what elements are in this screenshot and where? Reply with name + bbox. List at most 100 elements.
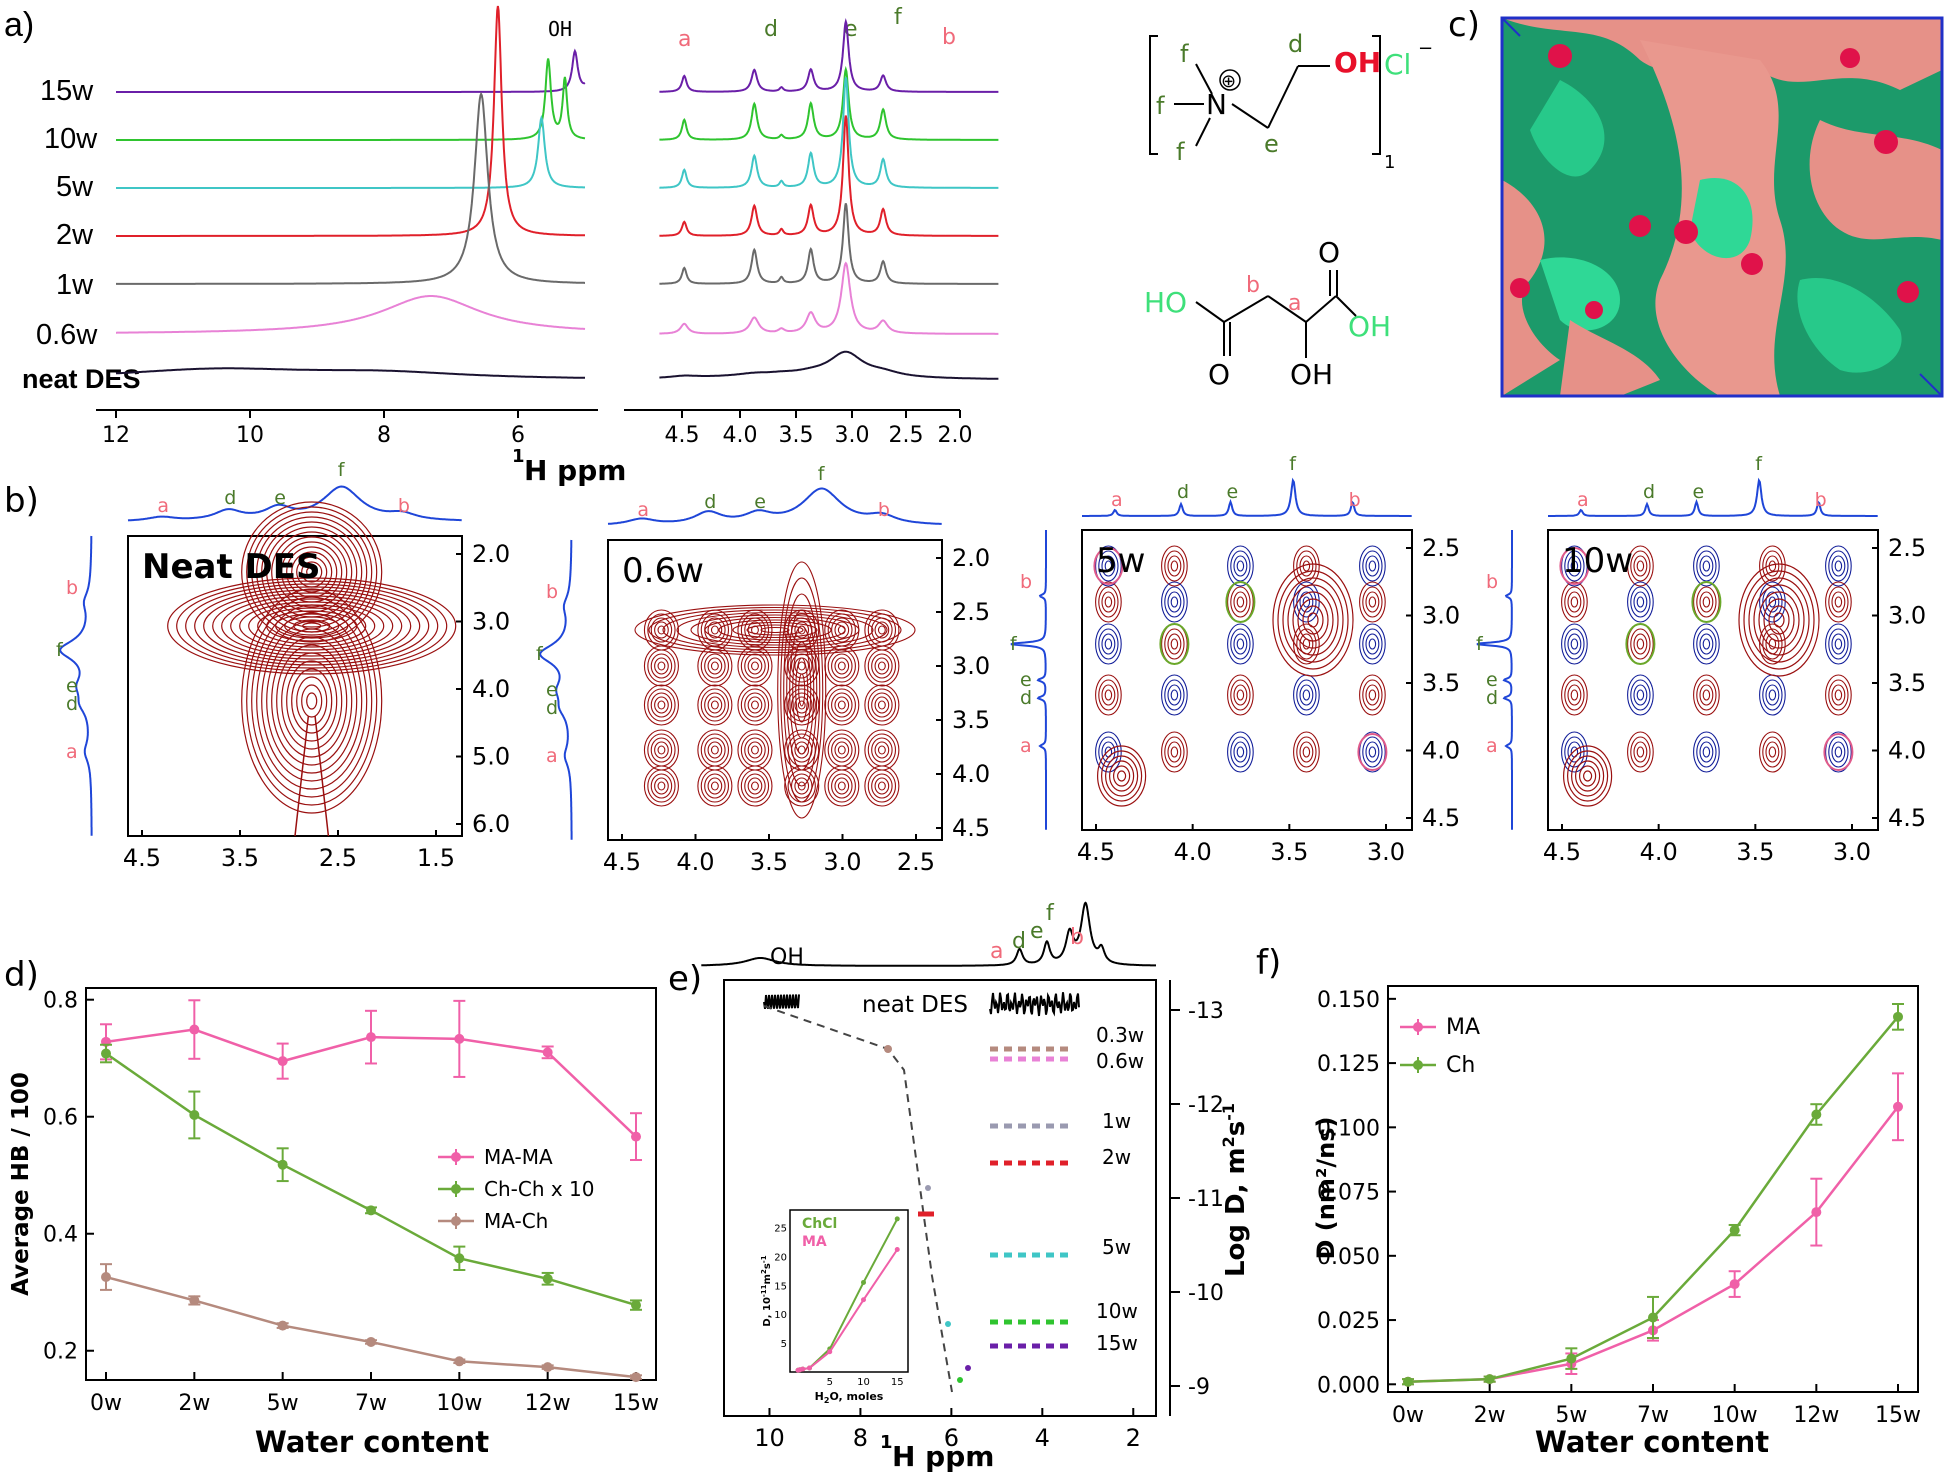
data-point bbox=[1893, 1011, 1903, 1022]
trace-label: 10w bbox=[44, 123, 98, 155]
data-point bbox=[277, 1159, 288, 1170]
data-point bbox=[542, 1047, 553, 1058]
data-point bbox=[1566, 1353, 1577, 1364]
peak-label: f bbox=[56, 639, 64, 661]
data-point bbox=[631, 1131, 641, 1142]
tick-label: 4.5 bbox=[1543, 838, 1581, 866]
dosy-inset: ChCl MA 5 10 15 5 10 15 20 25 H2O, moles D, 10-11m2… bbox=[760, 1209, 909, 1405]
peak-label: a bbox=[990, 939, 1003, 964]
peak-label: e bbox=[1227, 481, 1239, 503]
contours bbox=[1559, 545, 1854, 807]
oh-point bbox=[965, 1365, 971, 1371]
peak-label: b bbox=[1349, 489, 1361, 511]
panel-e-label: e) bbox=[668, 959, 702, 999]
peak-label: f bbox=[1046, 901, 1055, 926]
legend-label: Ch-Ch x 10 bbox=[484, 1177, 595, 1201]
choline-f2: f bbox=[1156, 92, 1165, 120]
tick-label: 3.5 bbox=[952, 706, 990, 734]
tick-label: 3.0 bbox=[1888, 602, 1926, 630]
dosy-row-label: 2w bbox=[1102, 1145, 1131, 1169]
oh-point bbox=[925, 1185, 931, 1191]
tick-label: -10 bbox=[1188, 1281, 1224, 1306]
peak-label: e bbox=[754, 491, 766, 513]
peak-label: f bbox=[536, 643, 544, 665]
inset-tick: 25 bbox=[774, 1224, 787, 1235]
tick-label: 2w bbox=[178, 1391, 210, 1416]
peak-label: a bbox=[1111, 489, 1123, 511]
trace-label: neat DES bbox=[22, 364, 141, 394]
peak-label: d bbox=[224, 487, 236, 509]
plot-frame bbox=[127, 535, 463, 837]
data-point bbox=[1893, 1101, 1903, 1112]
tick-label: 2.5 bbox=[1888, 534, 1926, 562]
peak-label: a bbox=[1486, 735, 1498, 757]
peak-label: e bbox=[546, 679, 558, 701]
peak-labels: a d e f b bbox=[678, 5, 956, 52]
data-point bbox=[542, 1362, 553, 1373]
tick-label: 2.5 bbox=[889, 423, 924, 448]
tick-label: 2.0 bbox=[472, 540, 510, 568]
tick-label: 4.5 bbox=[1077, 838, 1115, 866]
choline-cl: Cl bbox=[1384, 48, 1411, 81]
peak-a-label: a bbox=[678, 27, 691, 52]
tick-label: 5w bbox=[267, 1391, 299, 1416]
tick-label: 0.4 bbox=[43, 1223, 78, 1248]
panel-a: a) OH 15w 10w 5w 2w 1w 0.6w neat DES a d… bbox=[4, 5, 999, 487]
tick-label: 6 bbox=[511, 423, 525, 448]
tick-label: 0.025 bbox=[1317, 1309, 1380, 1334]
dosy-row-label: 5w bbox=[1102, 1235, 1131, 1259]
data-point bbox=[1403, 1376, 1413, 1387]
peak-label: d bbox=[1177, 481, 1189, 503]
spectrum-trace-right bbox=[659, 261, 999, 335]
atom-n: N bbox=[1206, 88, 1227, 121]
projection-top bbox=[701, 901, 1156, 967]
tick-label: 2 bbox=[1126, 1424, 1141, 1452]
series-ch: Ch bbox=[1400, 1002, 1904, 1387]
series-ma-ch: MA-Ch bbox=[100, 1209, 642, 1383]
peak-label: b bbox=[546, 581, 558, 603]
data-point bbox=[1729, 1225, 1740, 1236]
inset-tick: 10 bbox=[857, 1377, 870, 1388]
contours bbox=[167, 501, 457, 837]
inset-point bbox=[827, 1349, 833, 1355]
dosy-row-label: 1w bbox=[1102, 1109, 1131, 1133]
peak-label: e bbox=[274, 487, 286, 509]
dosy-row-label: 0.3w bbox=[1096, 1023, 1144, 1047]
tick-label: 2.5 bbox=[319, 844, 357, 872]
tick-label: 2.0 bbox=[938, 423, 973, 448]
charge-plus: ⊕ bbox=[1221, 71, 1236, 92]
data-point bbox=[1729, 1279, 1740, 1290]
tick-label: 0.100 bbox=[1317, 1116, 1380, 1141]
spectrum-2d-title: 0.6w bbox=[622, 551, 704, 591]
panel-d-label: d) bbox=[4, 955, 39, 995]
oh-point bbox=[945, 1321, 951, 1327]
data-point bbox=[1811, 1109, 1822, 1120]
tick-label: 4.0 bbox=[723, 423, 758, 448]
axis-title-x: Water content bbox=[255, 1425, 489, 1459]
projection-side bbox=[1476, 530, 1513, 830]
axis-title-y: Log D, m2s-1 bbox=[1219, 1103, 1251, 1277]
data-point bbox=[189, 1109, 200, 1120]
tick-label: 4.0 bbox=[1422, 737, 1460, 765]
tick-label: -12 bbox=[1188, 1093, 1224, 1118]
choline-structure: N ⊕ f f f e d OH Cl − 1 bbox=[1149, 30, 1433, 173]
malic-o-left: O bbox=[1208, 358, 1230, 391]
axis-title: H ppm bbox=[524, 454, 626, 487]
oh-trajectory bbox=[763, 1005, 953, 1393]
data-point bbox=[1484, 1374, 1495, 1385]
tick-label: 3.5 bbox=[221, 844, 259, 872]
inset-tick: 5 bbox=[781, 1339, 787, 1350]
inset-point bbox=[894, 1247, 900, 1253]
tick-label: 15w bbox=[613, 1391, 659, 1416]
tick-label: 3.5 bbox=[1270, 838, 1308, 866]
tick-label: 0.8 bbox=[43, 989, 78, 1014]
peak-label: a bbox=[546, 745, 558, 767]
neat-des-oh-signal bbox=[763, 994, 800, 1010]
tick-label: 6 bbox=[944, 1424, 959, 1452]
tick-label: 4.5 bbox=[603, 848, 641, 876]
peak-label: d bbox=[1020, 687, 1032, 709]
tick-label: 7w bbox=[355, 1391, 387, 1416]
inset-xlabel: H2O, moles bbox=[815, 1390, 884, 1405]
tick-label: 10 bbox=[754, 1424, 785, 1452]
